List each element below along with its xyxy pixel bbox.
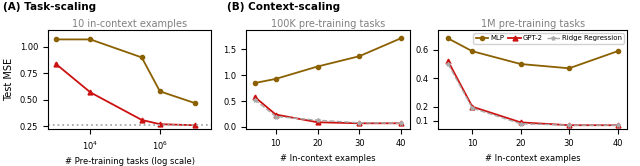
Line: Ridge Regression: Ridge Regression bbox=[446, 62, 620, 127]
MLP bbox=[614, 50, 621, 52]
MLP bbox=[468, 50, 476, 52]
Text: (B) Context-scaling: (B) Context-scaling bbox=[227, 2, 340, 12]
Ridge Regression bbox=[614, 124, 621, 126]
MLP bbox=[444, 37, 452, 39]
GPT-2 bbox=[468, 106, 476, 108]
GPT-2 bbox=[444, 60, 452, 62]
Ridge Regression bbox=[444, 63, 452, 65]
Title: 1M pre-training tasks: 1M pre-training tasks bbox=[481, 19, 585, 29]
MLP bbox=[565, 67, 573, 69]
X-axis label: # In-context examples: # In-context examples bbox=[280, 154, 376, 163]
Legend: MLP, GPT-2, Ridge Regression: MLP, GPT-2, Ridge Regression bbox=[474, 33, 624, 43]
Line: MLP: MLP bbox=[446, 36, 620, 70]
Line: GPT-2: GPT-2 bbox=[445, 59, 620, 128]
Y-axis label: Test MSE: Test MSE bbox=[4, 58, 14, 101]
Text: (A) Task-scaling: (A) Task-scaling bbox=[3, 2, 97, 12]
GPT-2 bbox=[565, 124, 573, 126]
Ridge Regression bbox=[517, 123, 525, 125]
MLP bbox=[517, 63, 525, 65]
GPT-2 bbox=[517, 121, 525, 123]
Title: 100K pre-training tasks: 100K pre-training tasks bbox=[271, 19, 385, 29]
X-axis label: # Pre-training tasks (log scale): # Pre-training tasks (log scale) bbox=[65, 157, 195, 166]
Ridge Regression bbox=[565, 124, 573, 126]
X-axis label: # In-context examples: # In-context examples bbox=[485, 154, 580, 163]
GPT-2 bbox=[614, 124, 621, 126]
Title: 10 in-context examples: 10 in-context examples bbox=[72, 19, 187, 29]
Ridge Regression bbox=[468, 107, 476, 109]
